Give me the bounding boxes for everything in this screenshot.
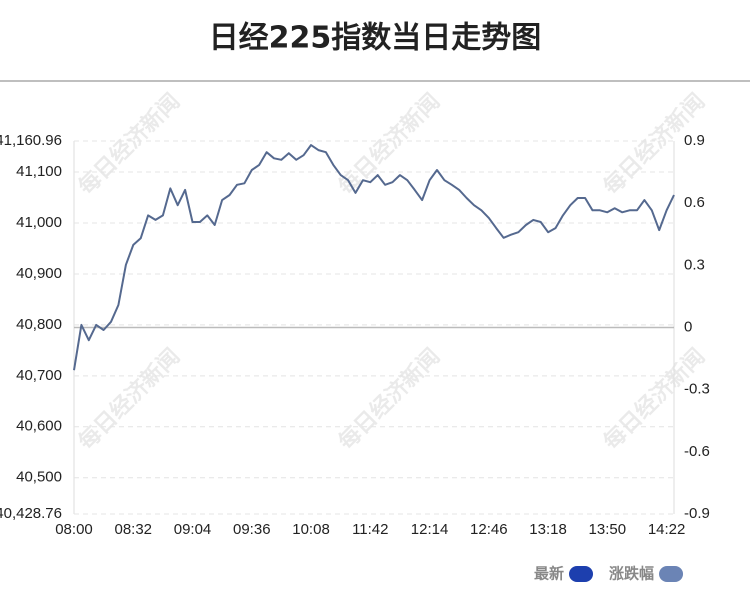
watermark: 每日经济新闻 bbox=[73, 343, 185, 455]
price-line bbox=[73, 144, 675, 371]
x-tick-label: 12:46 bbox=[470, 521, 508, 538]
y-tick-label: 40,700 bbox=[16, 367, 62, 384]
y-tick-label: 40,500 bbox=[16, 469, 62, 486]
x-tick-label: 10:08 bbox=[292, 521, 330, 538]
y2-tick-label: -0.6 bbox=[684, 443, 710, 460]
y-tick-label: 41,000 bbox=[16, 214, 62, 231]
legend-swatch bbox=[659, 566, 684, 582]
x-tick-label: 12:14 bbox=[411, 521, 449, 538]
x-tick-label: 09:04 bbox=[174, 521, 212, 538]
x-tick-label: 08:00 bbox=[55, 521, 93, 538]
y-tick-label: 40,800 bbox=[16, 316, 62, 333]
watermark: 每日经济新闻 bbox=[73, 88, 185, 200]
x-tick-label: 13:18 bbox=[529, 521, 567, 538]
x-tick-label: 11:42 bbox=[352, 521, 388, 538]
legend-swatch bbox=[569, 566, 594, 582]
y2-tick-label: -0.3 bbox=[684, 381, 710, 398]
chart-title: 日经225指数当日走势图 bbox=[209, 21, 542, 56]
y2-tick-label: 0 bbox=[684, 318, 692, 335]
y-tick-label: 41,160.96 bbox=[0, 132, 62, 149]
x-tick-label: 09:36 bbox=[233, 521, 271, 538]
y2-tick-label: -0.9 bbox=[684, 505, 710, 522]
x-tick-label: 13:50 bbox=[589, 521, 627, 538]
x-tick-label: 08:32 bbox=[114, 521, 152, 538]
y2-tick-label: 0.6 bbox=[684, 194, 705, 211]
y-tick-label: 40,900 bbox=[16, 265, 62, 282]
legend-label: 涨跌幅 bbox=[609, 565, 654, 583]
y2-tick-label: 0.3 bbox=[684, 256, 705, 273]
watermark: 每日经济新闻 bbox=[598, 343, 710, 455]
y-tick-label: 40,600 bbox=[16, 418, 62, 435]
watermark: 每日经济新闻 bbox=[333, 343, 445, 455]
legend-label: 最新 bbox=[534, 565, 564, 583]
y-tick-label: 41,100 bbox=[16, 163, 62, 180]
x-tick-label: 14:22 bbox=[648, 521, 686, 538]
y-tick-label: 40,428.76 bbox=[0, 505, 62, 522]
y2-tick-label: 0.9 bbox=[684, 132, 705, 149]
